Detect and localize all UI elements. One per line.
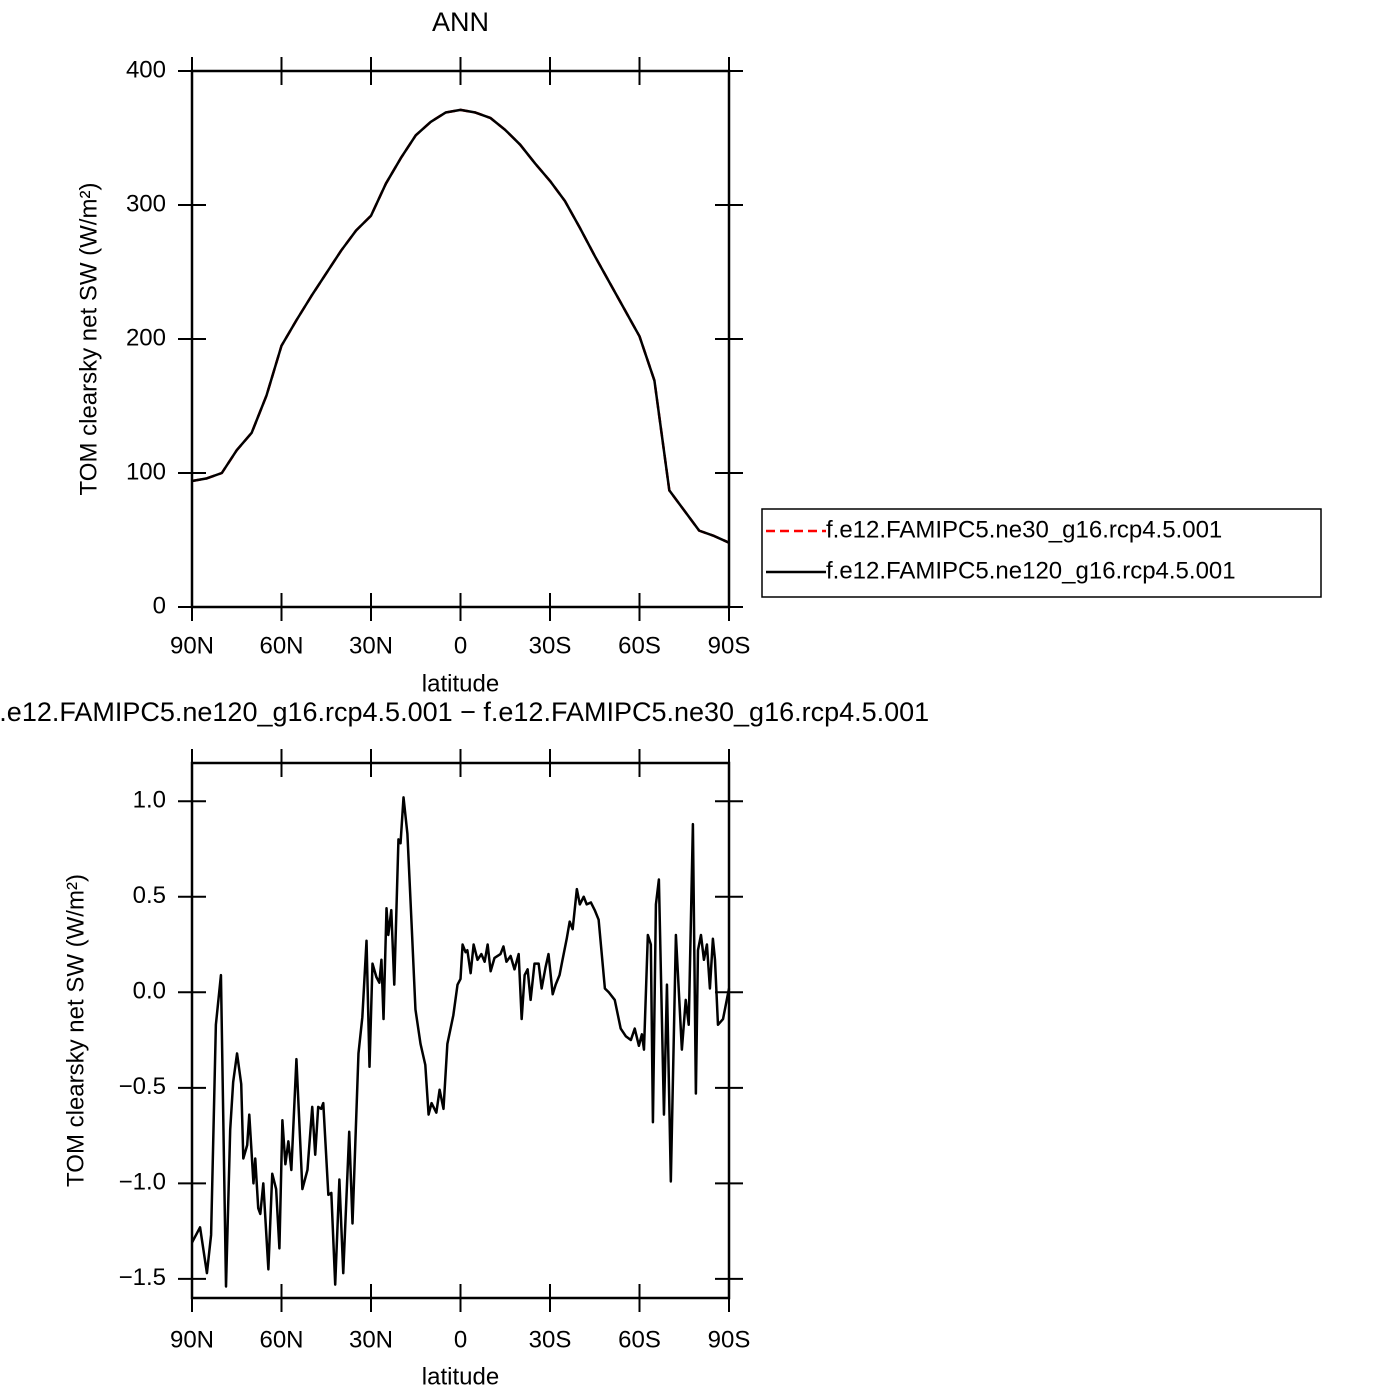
y-tick-label: −0.5: [119, 1073, 166, 1100]
x-tick-label: 0: [454, 632, 467, 659]
y-tick-label: 100: [126, 458, 166, 485]
plot-frame: [190, 69, 731, 609]
legend-label: f.e12.FAMIPC5.ne30_g16.rcp4.5.001: [826, 516, 1222, 543]
y-axis-label: TOM clearsky net SW (W/m²): [62, 874, 89, 1187]
data-line: [191, 108, 730, 544]
data-line: [190, 796, 731, 1288]
x-axis-label: latitude: [422, 1363, 499, 1390]
x-tick-label: 90N: [170, 632, 214, 659]
x-tick-label: 30N: [349, 632, 393, 659]
x-tick-label: 60S: [618, 632, 661, 659]
x-tick-label: 30S: [529, 1326, 572, 1353]
y-tick-label: −1.0: [119, 1169, 166, 1196]
legend-label: f.e12.FAMIPC5.ne120_g16.rcp4.5.001: [826, 557, 1236, 584]
x-tick-label: 30S: [529, 632, 572, 659]
x-tick-label: 90N: [170, 1326, 214, 1353]
x-tick-label: 30N: [349, 1326, 393, 1353]
data-line: [191, 108, 730, 544]
x-tick-label: 0: [454, 1326, 467, 1353]
y-tick-label: 0: [153, 592, 166, 619]
x-tick-label: 90S: [708, 1326, 751, 1353]
y-tick-label: 300: [126, 190, 166, 217]
y-tick-label: −1.5: [119, 1264, 166, 1291]
x-axis-label: latitude: [422, 670, 499, 697]
chart-title: f.e12.FAMIPC5.ne120_g16.rcp4.5.001 − f.e…: [0, 697, 929, 727]
y-tick-label: 400: [126, 56, 166, 83]
y-axis-label: TOM clearsky net SW (W/m²): [75, 183, 102, 496]
x-tick-label: 60S: [618, 1326, 661, 1353]
x-tick-label: 90S: [708, 632, 751, 659]
x-tick-label: 60N: [259, 632, 303, 659]
y-tick-label: 1.0: [133, 787, 166, 814]
y-tick-label: 0.5: [133, 882, 166, 909]
x-tick-label: 60N: [259, 1326, 303, 1353]
y-tick-label: 200: [126, 324, 166, 351]
chart-title: ANN: [432, 7, 489, 37]
plot-frame: [190, 761, 731, 1300]
legend-box: [761, 508, 1322, 598]
y-tick-label: 0.0: [133, 978, 166, 1005]
